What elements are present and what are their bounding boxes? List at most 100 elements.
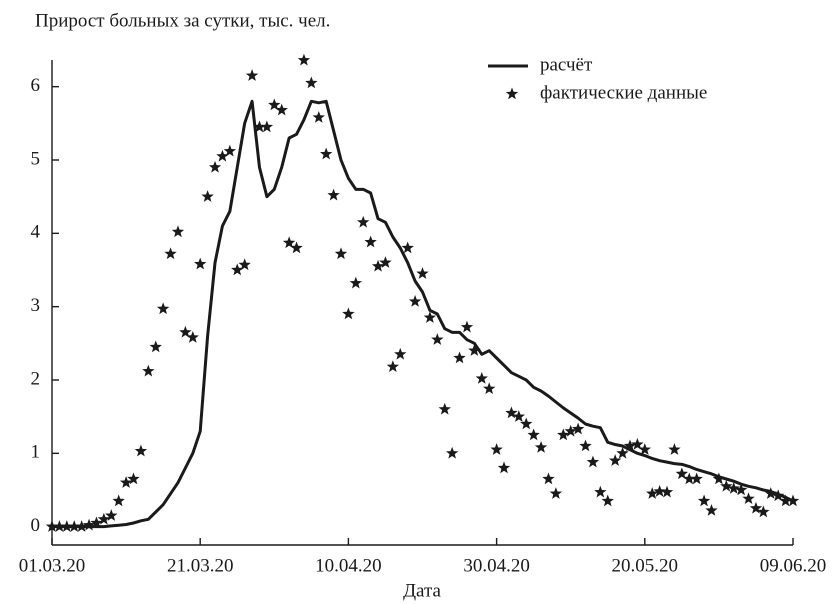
star-point <box>260 120 274 133</box>
star-point <box>423 311 437 323</box>
star-point <box>527 428 540 441</box>
chart-title: Прирост больных за сутки, тыс. чел. <box>35 10 330 31</box>
star-point <box>734 483 748 496</box>
star-point <box>282 236 296 249</box>
x-tick-label: 09.06.20 <box>760 555 827 576</box>
star-point <box>312 110 325 123</box>
star-point <box>179 325 192 338</box>
star-point <box>683 472 696 485</box>
star-point <box>134 444 148 457</box>
star-point <box>186 330 199 343</box>
star-point <box>549 487 563 499</box>
x-axis-label: Дата <box>403 580 441 601</box>
star-point <box>675 467 689 480</box>
star-point <box>512 410 526 422</box>
star-point <box>616 446 629 459</box>
star-point <box>653 484 666 497</box>
star-point <box>579 439 592 452</box>
star-point <box>68 520 81 532</box>
x-tick-label: 21.03.20 <box>167 555 234 576</box>
star-point <box>156 302 170 315</box>
star-point <box>53 520 66 532</box>
star-point <box>705 504 718 516</box>
star-point <box>349 276 362 289</box>
star-point <box>623 439 637 452</box>
star-point <box>386 360 400 373</box>
star-point <box>772 489 785 502</box>
y-tick-label: 2 <box>31 368 41 389</box>
x-tick-label: 20.05.20 <box>612 555 679 576</box>
star-point <box>371 259 385 272</box>
star-point <box>505 406 518 419</box>
star-point <box>586 455 600 468</box>
star-point <box>697 494 711 507</box>
star-point <box>431 333 444 345</box>
star-point <box>557 428 570 441</box>
star-point <box>786 494 800 507</box>
star-point <box>201 190 214 202</box>
star-point <box>327 188 340 201</box>
star-point <box>727 482 740 494</box>
star-point <box>334 247 348 260</box>
y-tick-label: 0 <box>31 515 41 536</box>
star-point <box>290 241 303 254</box>
star-point <box>238 258 251 271</box>
star-point <box>45 520 59 532</box>
star-point <box>275 103 288 116</box>
star-point <box>127 472 140 485</box>
star-point <box>564 424 577 437</box>
star-point <box>105 509 118 521</box>
star-point <box>268 98 281 111</box>
star-point <box>245 69 259 81</box>
star-point <box>742 492 755 505</box>
star-point <box>142 364 155 377</box>
star-point <box>646 487 659 499</box>
star-point <box>631 438 644 450</box>
star-point <box>460 320 474 333</box>
star-point <box>490 443 503 455</box>
star-point <box>194 257 207 270</box>
star-point <box>208 160 222 173</box>
star-point <box>171 225 185 238</box>
star-point <box>475 372 488 384</box>
star-point <box>757 505 770 518</box>
star-point <box>408 295 422 307</box>
star-point <box>223 144 237 157</box>
star-point <box>520 417 533 430</box>
star-point <box>297 53 311 66</box>
star-point <box>445 446 459 459</box>
star-point <box>394 347 407 360</box>
star-point <box>720 479 733 492</box>
star-point <box>149 340 162 353</box>
legend-label: фактические данные <box>540 82 707 103</box>
star-point <box>416 267 429 279</box>
star-point <box>75 520 88 532</box>
x-tick-label: 10.04.20 <box>315 555 382 576</box>
calc-line <box>52 99 794 529</box>
star-point <box>97 512 111 525</box>
star-point <box>112 494 125 507</box>
star-point <box>357 215 370 228</box>
star-point <box>638 443 651 455</box>
star-point <box>534 440 548 453</box>
star-point <box>542 472 555 485</box>
star-point <box>90 516 103 529</box>
star-point <box>379 256 392 268</box>
star-point <box>82 518 96 531</box>
star-point <box>401 241 414 254</box>
y-tick-label: 4 <box>31 222 41 243</box>
star-point <box>164 247 177 260</box>
legend-label: расчёт <box>540 54 593 75</box>
star-point <box>231 263 244 276</box>
star-point <box>594 485 607 498</box>
star-point <box>497 461 511 474</box>
star-point <box>601 494 614 507</box>
star-point <box>319 147 333 160</box>
star-point <box>342 307 355 320</box>
legend-marker <box>505 87 519 100</box>
star-point <box>668 443 681 455</box>
star-point <box>468 344 481 356</box>
star-point <box>253 120 266 133</box>
